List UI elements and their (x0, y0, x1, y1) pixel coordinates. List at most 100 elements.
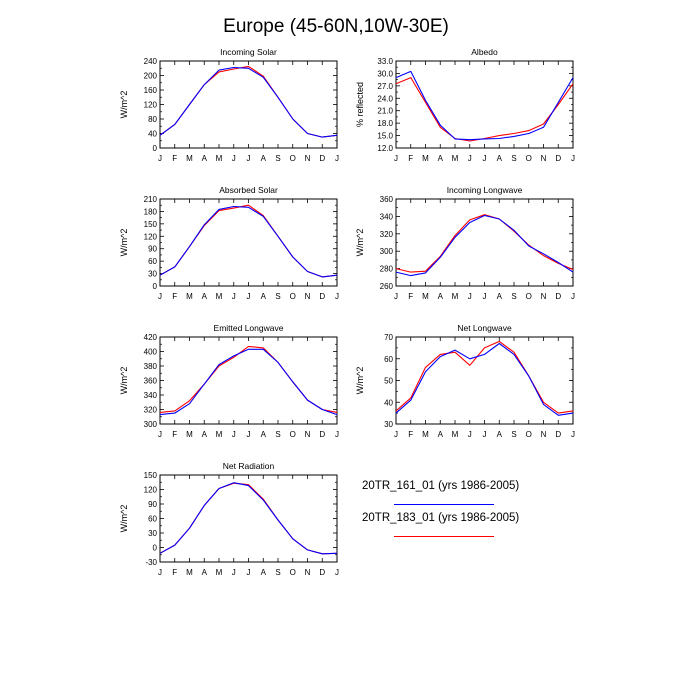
x-tick-label: O (526, 430, 532, 439)
y-tick-label: 150 (144, 471, 158, 480)
chart-title: Incoming Longwave (447, 185, 523, 195)
x-tick-label: N (541, 430, 547, 439)
series-line (395, 214, 574, 273)
y-tick-label: 40 (384, 398, 393, 407)
legend-line-swatch (394, 536, 494, 537)
y-axis-label: % reflected (355, 82, 365, 127)
x-tick-label: A (202, 430, 208, 439)
x-tick-label: D (319, 430, 325, 439)
x-tick-label: A (438, 154, 444, 163)
y-tick-label: 24.0 (377, 94, 393, 103)
x-tick-label: S (275, 430, 280, 439)
x-tick-label: J (483, 430, 487, 439)
x-tick-label: M (186, 154, 193, 163)
x-tick-label: N (305, 568, 311, 577)
x-tick-label: F (172, 568, 177, 577)
y-tick-label: 300 (380, 247, 394, 256)
x-tick-label: J (247, 292, 251, 301)
x-tick-label: D (319, 154, 325, 163)
y-tick-label: 21.0 (377, 107, 393, 116)
plot-frame (159, 474, 338, 563)
y-tick-label: 200 (144, 72, 158, 81)
x-tick-label: J (571, 292, 575, 301)
chart-title: Net Radiation (223, 461, 275, 471)
x-tick-label: J (483, 292, 487, 301)
y-tick-label: 420 (144, 333, 158, 342)
y-tick-label: 60 (148, 257, 157, 266)
chart-panel: Incoming Longwave W/m^2 260 280 300 320 340 360… (355, 185, 575, 301)
series-line (159, 482, 338, 555)
plot-frame (395, 60, 574, 149)
x-tick-label: A (202, 292, 208, 301)
x-tick-label: F (172, 292, 177, 301)
x-tick-label: D (555, 292, 561, 301)
x-tick-label: J (232, 154, 236, 163)
chart-panel: Emitted Longwave W/m^2 300 320 340 360 380 400 4… (119, 323, 339, 439)
x-tick-label: N (541, 292, 547, 301)
y-tick-label: 90 (148, 500, 157, 509)
x-tick-label: S (275, 568, 280, 577)
x-tick-label: J (247, 430, 251, 439)
x-tick-label: A (261, 154, 267, 163)
series-line (395, 340, 574, 414)
series-line (159, 66, 338, 138)
y-tick-label: 150 (144, 220, 158, 229)
x-tick-label: J (232, 568, 236, 577)
x-tick-label: J (158, 568, 162, 577)
chart-title: Incoming Solar (220, 47, 277, 57)
y-tick-label: 30 (148, 270, 157, 279)
chart-title: Emitted Longwave (214, 323, 284, 333)
x-tick-label: N (305, 154, 311, 163)
y-tick-label: 80 (148, 115, 157, 124)
y-tick-label: 0 (153, 544, 158, 553)
y-axis-label: W/m^2 (119, 505, 129, 533)
y-tick-label: 60 (148, 515, 157, 524)
chart-title: Absorbed Solar (219, 185, 278, 195)
x-tick-label: A (261, 430, 267, 439)
x-tick-label: M (452, 430, 459, 439)
legend-item: 20TR_161_01 (yrs 1986-2005) (362, 480, 542, 512)
y-tick-label: 300 (144, 420, 158, 429)
x-tick-label: A (202, 154, 208, 163)
x-tick-label: O (526, 154, 532, 163)
x-tick-label: J (158, 292, 162, 301)
x-tick-label: J (232, 292, 236, 301)
y-tick-label: 180 (144, 207, 158, 216)
x-tick-label: A (497, 154, 503, 163)
y-tick-label: 27.0 (377, 82, 393, 91)
y-axis-label: W/m^2 (119, 229, 129, 257)
y-tick-label: 30 (148, 529, 157, 538)
x-tick-label: M (186, 292, 193, 301)
y-tick-label: 320 (380, 230, 394, 239)
x-tick-label: O (526, 292, 532, 301)
x-tick-label: S (511, 154, 516, 163)
x-tick-label: S (511, 430, 516, 439)
y-tick-label: 240 (144, 57, 158, 66)
x-tick-label: J (335, 568, 339, 577)
x-tick-label: N (305, 430, 311, 439)
x-tick-label: S (511, 292, 516, 301)
y-tick-label: 360 (144, 377, 158, 386)
x-tick-label: M (186, 430, 193, 439)
x-tick-label: J (468, 154, 472, 163)
series-line (395, 70, 574, 141)
y-tick-label: -30 (145, 558, 157, 567)
series-line (395, 77, 574, 142)
y-tick-label: 120 (144, 486, 158, 495)
x-tick-label: F (172, 430, 177, 439)
chart-panel: Albedo % reflected 12.0 15.0 18.0 21.0 24.0 27.… (355, 47, 575, 163)
x-tick-label: M (422, 430, 429, 439)
x-tick-label: J (394, 430, 398, 439)
x-tick-label: M (186, 568, 193, 577)
x-tick-label: J (335, 292, 339, 301)
x-tick-label: F (408, 154, 413, 163)
x-tick-label: O (290, 292, 296, 301)
x-tick-label: F (408, 430, 413, 439)
y-tick-label: 18.0 (377, 119, 393, 128)
y-tick-label: 50 (384, 377, 393, 386)
x-tick-label: M (422, 154, 429, 163)
x-tick-label: J (468, 292, 472, 301)
